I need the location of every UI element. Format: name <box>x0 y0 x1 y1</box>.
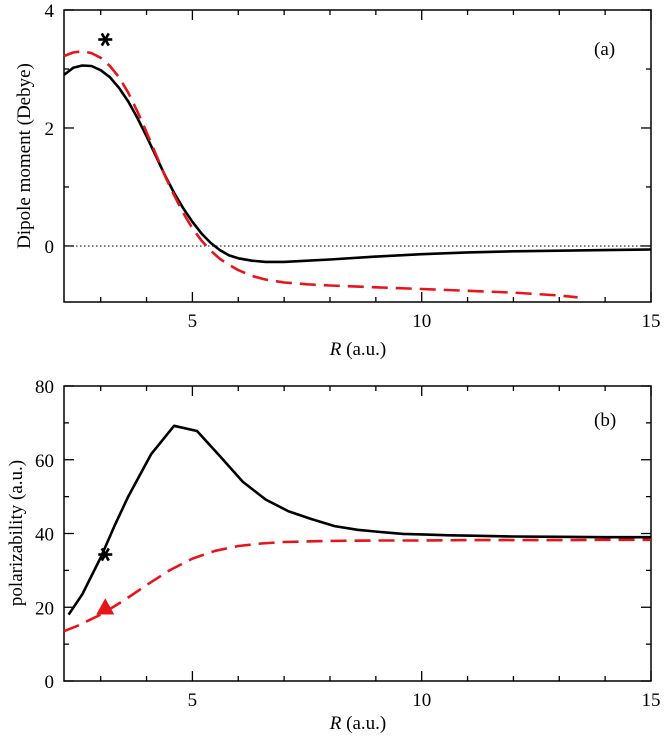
panel-b-tick-labels: 5 10 15 0 20 40 60 80 <box>35 377 661 711</box>
panel-a-ylabel: Dipole moment (Debye) <box>14 63 35 249</box>
asterisk-marker <box>98 32 113 47</box>
y-tick-label: 0 <box>45 672 55 693</box>
x-tick-label: 5 <box>188 311 198 332</box>
y-tick-label: 4 <box>45 1 55 22</box>
x-tick-label: 10 <box>412 690 431 711</box>
x-tick-label: 15 <box>642 311 661 332</box>
panel-b: 5 10 15 0 20 40 60 80 (b) polarizability (a.u.)… <box>6 377 661 734</box>
y-tick-label: 80 <box>35 377 54 398</box>
series-solid-line <box>63 64 652 264</box>
panel-a-markers <box>98 32 113 47</box>
panel-a-xlabel-units: (a.u.) <box>341 339 386 360</box>
panel-b-ylabel: polarizability (a.u.) <box>6 460 27 606</box>
x-tick-label: 15 <box>642 690 661 711</box>
panel-b-markers <box>96 547 115 615</box>
series-solid-line <box>67 424 651 616</box>
panel-b-xlabel: R (a.u.) <box>329 713 386 734</box>
triangle-marker <box>96 598 115 615</box>
x-tick-label: 10 <box>412 311 431 332</box>
asterisk-marker <box>98 547 113 562</box>
series-dashed-line <box>63 49 578 299</box>
y-tick-label: 0 <box>45 237 55 258</box>
panel-a-tick-labels: 5 10 15 0 2 4 <box>45 1 661 332</box>
panel-b-frame <box>63 385 652 682</box>
panel-a-xlabel-symbol: R <box>329 339 342 360</box>
panel-a-series <box>63 49 652 299</box>
panel-b-ticks <box>64 385 652 682</box>
y-tick-label: 60 <box>35 451 54 472</box>
series-dashed-line <box>63 538 651 633</box>
panel-a-tag: (a) <box>594 39 615 60</box>
panel-a-xlabel: R (a.u.) <box>329 339 386 360</box>
y-tick-label: 20 <box>35 598 54 619</box>
panel-b-xlabel-symbol: R <box>329 713 342 734</box>
panel-a-ticks <box>64 9 652 302</box>
y-tick-label: 2 <box>45 119 55 140</box>
panel-a-frame <box>63 9 652 303</box>
panel-b-tag: (b) <box>594 410 616 431</box>
x-tick-label: 5 <box>188 690 198 711</box>
panel-a: 5 10 15 0 2 4 (a) Dipole moment (Debye) R (a.… <box>14 1 661 360</box>
panel-b-xlabel-units: (a.u.) <box>341 713 386 734</box>
panel-b-series <box>63 424 651 633</box>
y-tick-label: 40 <box>35 525 54 546</box>
